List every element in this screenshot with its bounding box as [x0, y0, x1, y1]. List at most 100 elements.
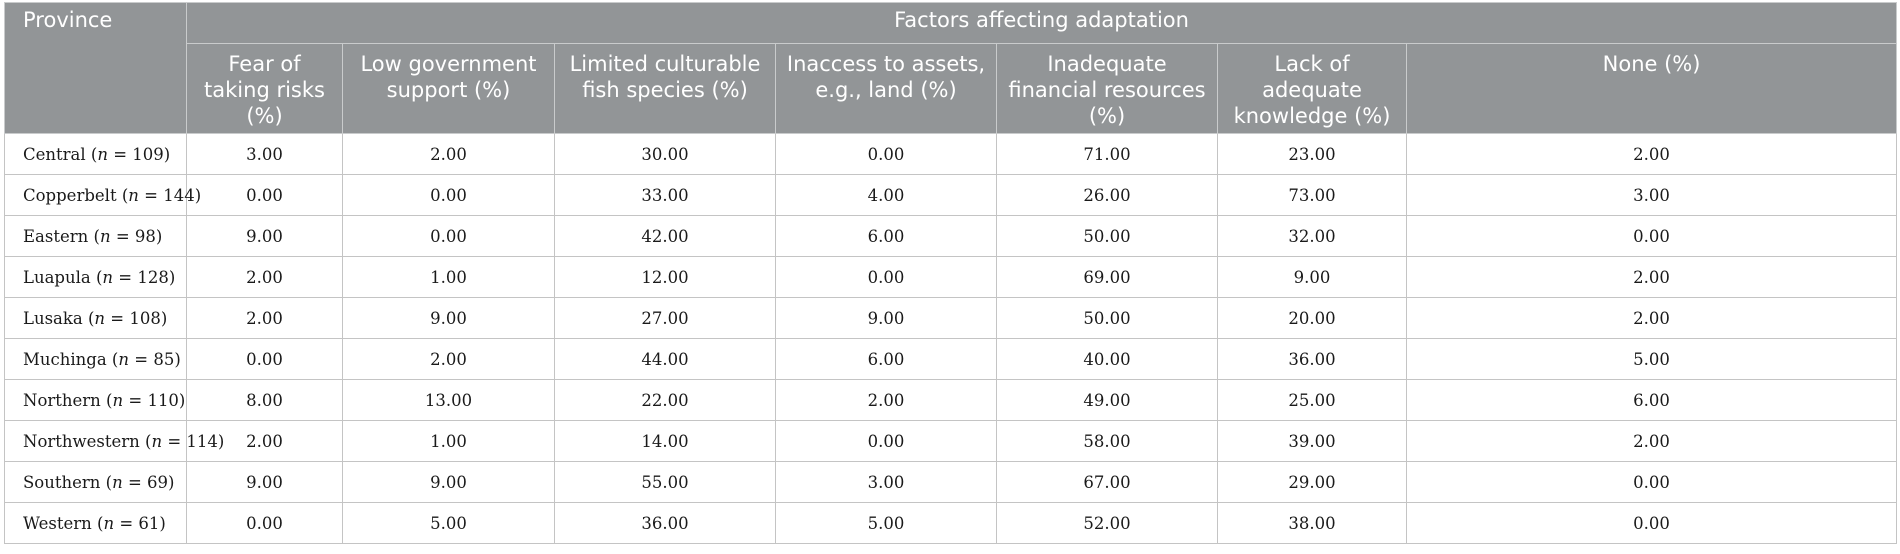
value-cell: 69.00: [996, 256, 1218, 298]
value-cell: 20.00: [1217, 297, 1407, 339]
value-cell: 14.00: [554, 420, 776, 462]
value-cell: 32.00: [1217, 215, 1407, 257]
province-header: Province: [4, 2, 187, 134]
value-cell: 0.00: [186, 174, 343, 216]
value-cell: 22.00: [554, 379, 776, 421]
value-cell: 3.00: [1405, 174, 1898, 216]
sample-size-label: n: [102, 267, 114, 287]
province-cell: Eastern (n = 98): [4, 215, 187, 257]
value-cell: 4.00: [775, 174, 997, 216]
province-cell: Northern (n = 110): [4, 379, 187, 421]
value-cell: 2.00: [775, 379, 997, 421]
sample-size-value: = 98): [110, 226, 163, 246]
province-cell: Lusaka (n = 108): [4, 297, 187, 339]
table-row: Muchinga (n = 85) 0.00 2.00 44.00 6.00 40.00 3…: [4, 338, 1898, 380]
value-cell: 8.00: [186, 379, 343, 421]
sample-size-value: = 85): [129, 349, 181, 369]
sample-size-label: n: [99, 226, 111, 246]
table-row: Copperbelt (n = 144) 0.00 0.00 33.00 4.00 26.…: [4, 174, 1898, 216]
value-cell: 36.00: [1217, 338, 1407, 380]
value-cell: 67.00: [996, 461, 1218, 503]
table-row: Luapula (n = 128) 2.00 1.00 12.00 0.00 69.00 9…: [4, 256, 1898, 298]
value-cell: 13.00: [342, 379, 555, 421]
province-cell: Luapula (n = 128): [4, 256, 187, 298]
value-cell: 52.00: [996, 502, 1218, 544]
table-row: Central (n = 109) 3.00 2.00 30.00 0.00 71.00 2…: [4, 133, 1898, 175]
value-cell: 2.00: [342, 338, 555, 380]
province-name: Western (: [23, 513, 104, 533]
column-header: Inadequate financial resources (%): [996, 43, 1218, 134]
value-cell: 29.00: [1217, 461, 1407, 503]
province-cell: Central (n = 109): [4, 133, 187, 175]
sample-size-value: = 109): [107, 144, 171, 164]
province-cell: Muchinga (n = 85): [4, 338, 187, 380]
value-cell: 50.00: [996, 215, 1218, 257]
sample-size-value: = 144): [138, 185, 202, 205]
value-cell: 0.00: [186, 338, 343, 380]
province-name: Southern (: [23, 472, 113, 492]
value-cell: 0.00: [1405, 502, 1898, 544]
value-cell: 9.00: [342, 461, 555, 503]
province-cell: Northwestern (n = 114): [4, 420, 224, 462]
value-cell: 2.00: [186, 420, 343, 462]
value-cell: 0.00: [186, 502, 343, 544]
value-cell: 2.00: [186, 256, 343, 298]
province-name: Copperbelt (: [23, 185, 129, 205]
value-cell: 0.00: [775, 133, 997, 175]
value-cell: 23.00: [1217, 133, 1407, 175]
table-row: Eastern (n = 98) 9.00 0.00 42.00 6.00 50.00 32…: [4, 215, 1898, 257]
value-cell: 2.00: [1405, 256, 1898, 298]
value-cell: 12.00: [554, 256, 776, 298]
value-cell: 9.00: [186, 461, 343, 503]
value-cell: 27.00: [554, 297, 776, 339]
value-cell: 6.00: [775, 338, 997, 380]
value-cell: 5.00: [775, 502, 997, 544]
value-cell: 5.00: [342, 502, 555, 544]
value-cell: 25.00: [1217, 379, 1407, 421]
value-cell: 1.00: [342, 256, 555, 298]
value-cell: 0.00: [1405, 461, 1898, 503]
value-cell: 0.00: [1405, 215, 1898, 257]
value-cell: 55.00: [554, 461, 776, 503]
province-name: Northern (: [23, 390, 113, 410]
factors-group-header: Factors affecting adaptation: [185, 2, 1898, 44]
column-header: Fear of taking risks (%): [186, 43, 343, 134]
province-name: Luapula (: [23, 267, 103, 287]
table-row: Northern (n = 110) 8.00 13.00 22.00 2.00 49.0…: [4, 379, 1898, 421]
value-cell: 30.00: [554, 133, 776, 175]
value-cell: 2.00: [1405, 297, 1898, 339]
value-cell: 38.00: [1217, 502, 1407, 544]
column-header: Inaccess to assets, e.g., land (%): [775, 43, 997, 134]
table-row: Lusaka (n = 108) 2.00 9.00 27.00 9.00 50.00 20…: [4, 297, 1898, 339]
value-cell: 0.00: [775, 420, 997, 462]
province-name: Eastern (: [23, 226, 100, 246]
value-cell: 9.00: [1217, 256, 1407, 298]
province-cell: Western (n = 61): [4, 502, 187, 544]
value-cell: 2.00: [1405, 420, 1898, 462]
column-header: Lack of adequate knowledge (%): [1217, 43, 1407, 134]
sample-size-value: = 69): [122, 472, 175, 492]
value-cell: 71.00: [996, 133, 1218, 175]
sample-size-label: n: [112, 472, 123, 492]
value-cell: 50.00: [996, 297, 1218, 339]
column-header: Low government support (%): [342, 43, 555, 134]
province-name: Muchinga (: [23, 349, 119, 369]
value-cell: 40.00: [996, 338, 1218, 380]
sample-size-value: = 128): [113, 267, 176, 287]
value-cell: 26.00: [996, 174, 1218, 216]
table-row: Southern (n = 69) 9.00 9.00 55.00 3.00 67.00 2…: [4, 461, 1898, 503]
sample-size-label: n: [103, 513, 115, 533]
value-cell: 2.00: [1405, 133, 1898, 175]
sample-size-label: n: [151, 431, 163, 451]
value-cell: 9.00: [342, 297, 555, 339]
sample-size-value: = 114): [162, 431, 225, 451]
value-cell: 2.00: [342, 133, 555, 175]
value-cell: 2.00: [186, 297, 343, 339]
value-cell: 3.00: [186, 133, 343, 175]
table-body: Central (n = 109) 3.00 2.00 30.00 0.00 71.00 2…: [4, 133, 1898, 544]
value-cell: 44.00: [554, 338, 776, 380]
value-cell: 5.00: [1405, 338, 1898, 380]
sample-size-label: n: [118, 349, 130, 369]
value-cell: 6.00: [775, 215, 997, 257]
value-cell: 49.00: [996, 379, 1218, 421]
